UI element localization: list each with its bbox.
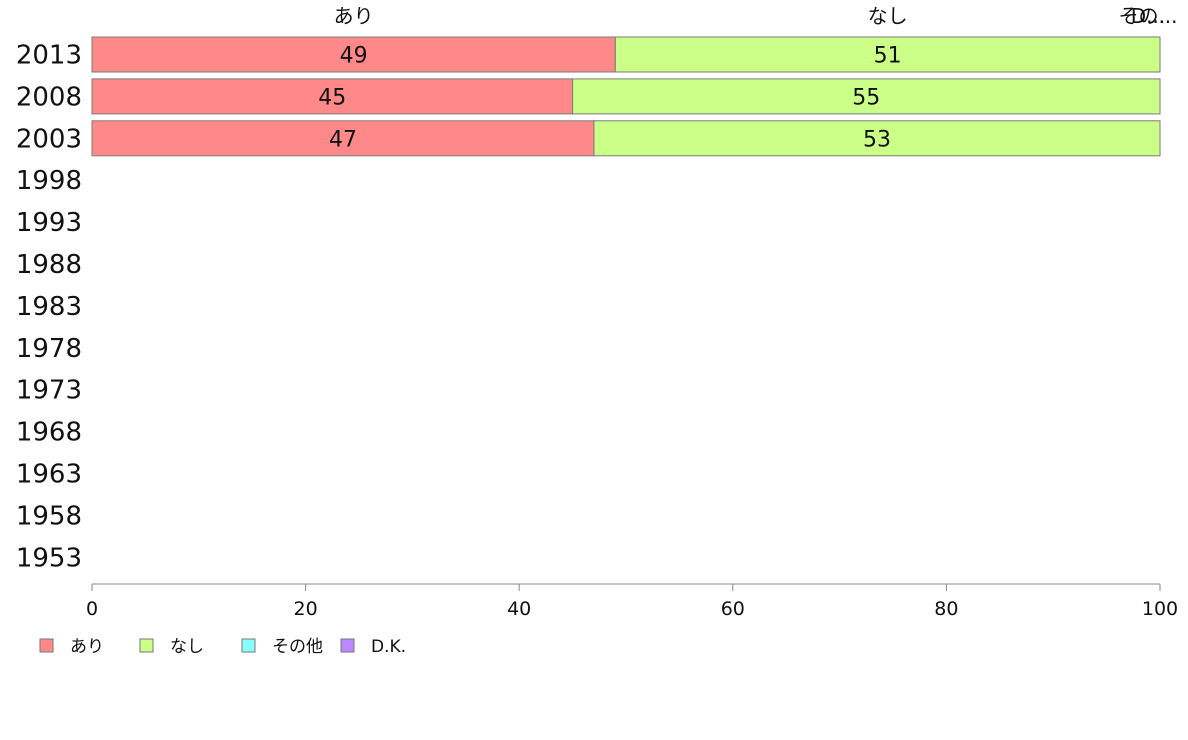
year-label-1978: 1978 — [16, 334, 82, 364]
year-label-2008: 2008 — [16, 82, 82, 112]
year-label-1953: 1953 — [16, 543, 82, 573]
legend-swatch-1 — [139, 638, 154, 653]
legend-swatch-2 — [241, 638, 256, 653]
year-label-1973: 1973 — [16, 376, 82, 406]
year-label-1963: 1963 — [16, 460, 82, 490]
bar-2003-series-0 — [91, 120, 595, 157]
year-label-2013: 2013 — [16, 41, 82, 71]
year-label-1988: 1988 — [16, 250, 82, 280]
year-label-1998: 1998 — [16, 166, 82, 196]
value-label-2008-series-0: 45 — [318, 85, 346, 110]
year-label-1968: 1968 — [16, 418, 82, 448]
year-labels-layer: 2013 2008 2003 1998 1993 1988 1983 1978 1973 1968… — [16, 41, 82, 574]
bar-2008-series-0 — [91, 78, 574, 115]
x-tick-label-0: 0 — [86, 598, 98, 620]
value-label-2003-series-0: 47 — [329, 127, 357, 152]
top-label-1: なし — [868, 4, 908, 28]
bar-2008-series-1 — [572, 78, 1161, 115]
legend-swatch-0 — [39, 638, 54, 653]
x-tick-label-40: 40 — [507, 598, 531, 620]
x-tick-label-20: 20 — [294, 598, 318, 620]
legend-label-3: D.K. — [371, 637, 406, 657]
year-label-1958: 1958 — [16, 501, 82, 531]
legend-swatch-3 — [340, 638, 355, 653]
value-label-2013-series-1: 51 — [874, 44, 902, 69]
x-tick-label-60: 60 — [721, 598, 745, 620]
bar-2013-series-0 — [91, 36, 616, 73]
legend-label-1: なし — [170, 637, 204, 657]
top-label-2: その... — [1118, 4, 1177, 28]
x-axis: 0 20 40 60 80 100 — [86, 583, 1178, 620]
legend-label-0: あり — [70, 637, 104, 657]
value-label-2008-series-1: 55 — [852, 85, 880, 110]
x-tick-label-100: 100 — [1142, 598, 1178, 620]
top-labels-layer: あり なし その...D... — [334, 4, 1178, 28]
bar-2003-series-1 — [593, 120, 1161, 157]
legend-label-2: その他 — [272, 637, 323, 657]
value-label-2003-series-1: 53 — [863, 127, 891, 152]
x-tick-label-80: 80 — [934, 598, 958, 620]
value-labels-layer: 49 51 45 55 47 53 — [318, 44, 901, 153]
value-label-2013-series-0: 49 — [340, 44, 368, 69]
year-label-2003: 2003 — [16, 124, 82, 154]
bar-2013-series-1 — [614, 36, 1161, 73]
top-label-overlap-0: D... — [1131, 4, 1165, 28]
legend: あり なし その他 D.K. — [39, 637, 406, 657]
year-label-1993: 1993 — [16, 208, 82, 238]
year-label-1983: 1983 — [16, 292, 82, 322]
bars-layer — [91, 36, 1161, 157]
top-label-0: あり — [334, 4, 374, 28]
